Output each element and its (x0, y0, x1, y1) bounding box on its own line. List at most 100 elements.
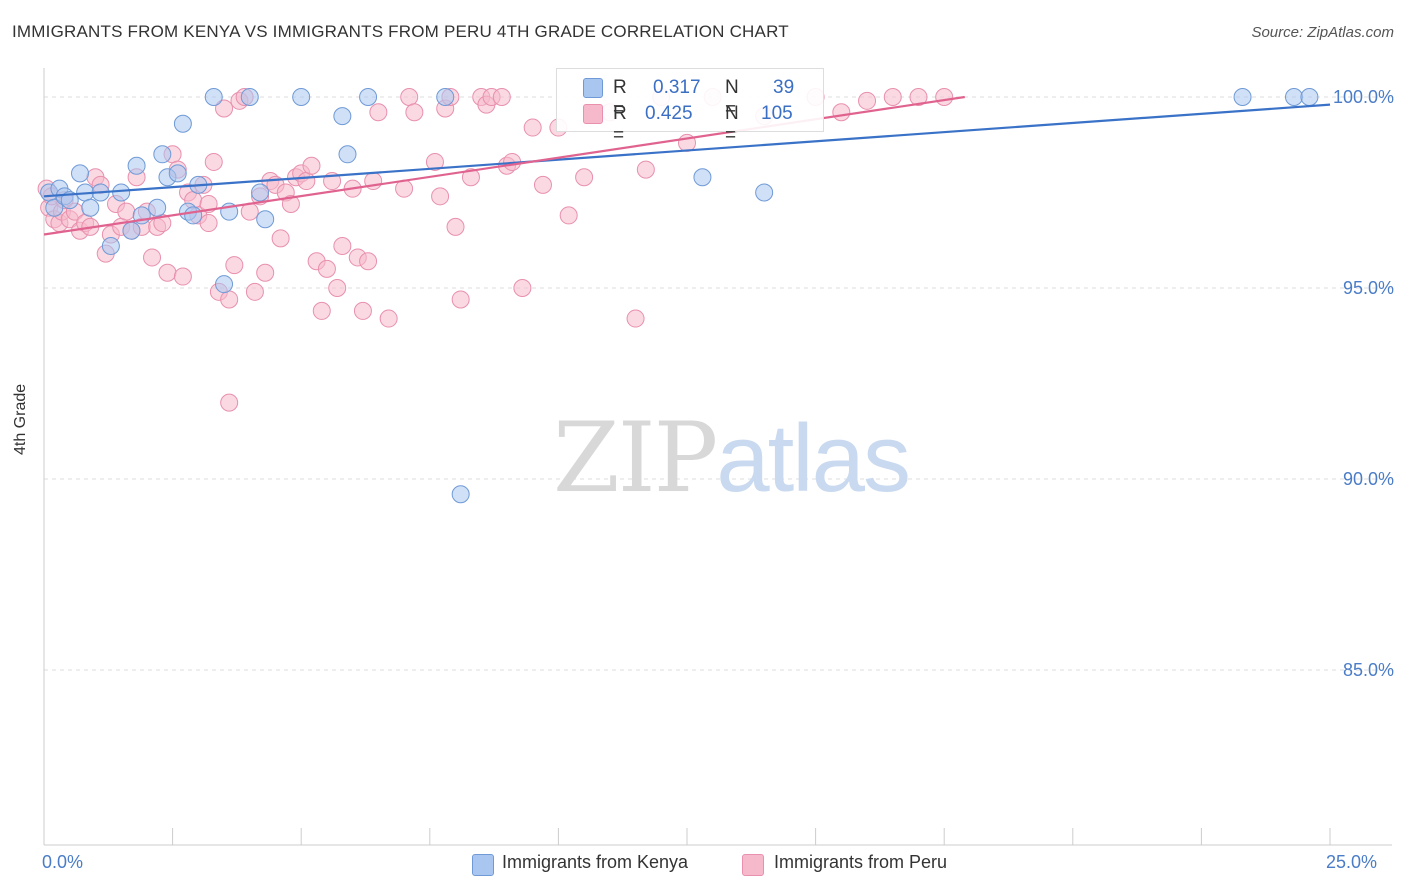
kenya-point-9 (101, 236, 120, 255)
kenya-point-10 (112, 183, 131, 202)
peru-r-value: 0.425 (645, 103, 693, 124)
y-axis-label: 4th Grade (12, 383, 29, 455)
peru-point-74 (431, 187, 450, 206)
peru-point-66 (359, 252, 378, 271)
kenya-point-36 (1233, 88, 1252, 106)
kenya-point-35 (755, 183, 774, 202)
peru-point-102 (883, 88, 902, 106)
kenya-point-18 (173, 114, 192, 133)
bottom-legend-peru-swatch (742, 854, 764, 876)
kenya-point-17 (168, 164, 187, 183)
kenya-point-22 (204, 88, 223, 106)
kenya-point-26 (256, 210, 275, 229)
kenya-point-30 (338, 145, 357, 164)
peru-point-90 (559, 206, 578, 225)
kenya-r-value: 0.317 (653, 77, 701, 98)
peru-point-104 (935, 88, 954, 106)
peru-point-55 (297, 172, 316, 191)
peru-point-103 (909, 88, 928, 106)
peru-n-value: 105 (761, 103, 793, 124)
kenya-point-5 (71, 164, 90, 183)
kenya-point-25 (240, 88, 259, 106)
peru-point-69 (379, 309, 398, 328)
y-tick-95: 95.0% (1342, 278, 1394, 298)
peru-point-93 (626, 309, 645, 328)
kenya-point-1 (45, 198, 64, 217)
peru-point-59 (317, 259, 336, 278)
kenya-point-12 (127, 156, 146, 175)
peru-point-62 (333, 236, 352, 255)
chart-title: IMMIGRANTS FROM KENYA VS IMMIGRANTS FROM… (12, 22, 789, 41)
watermark-atlas: atlas (716, 405, 911, 512)
peru-point-43 (220, 393, 239, 412)
kenya-n-label: N = (725, 77, 739, 120)
peru-point-77 (446, 217, 465, 236)
peru-point-23 (143, 248, 162, 267)
x-tick-max: 25.0% (1326, 852, 1378, 872)
kenya-point-34 (693, 168, 712, 187)
peru-point-72 (405, 103, 424, 122)
peru-swatch (583, 104, 603, 124)
kenya-point-37 (1284, 88, 1303, 106)
peru-point-40 (225, 256, 244, 275)
peru-point-35 (204, 152, 223, 171)
kenya-swatch (583, 78, 603, 98)
kenya-point-31 (359, 88, 378, 106)
peru-point-39 (220, 290, 239, 309)
peru-point-61 (328, 279, 347, 297)
y-tick-85: 85.0% (1342, 660, 1394, 680)
peru-point-68 (369, 103, 388, 122)
peru-point-50 (271, 229, 290, 248)
peru-n-label: N = (725, 103, 739, 146)
peru-point-52 (281, 194, 300, 213)
kenya-point-7 (81, 198, 100, 217)
peru-r-label: R = (613, 103, 627, 146)
peru-point-65 (353, 301, 372, 320)
source-label: Source: ZipAtlas.com (1251, 24, 1394, 41)
peru-point-101 (858, 91, 877, 110)
peru-point-47 (256, 263, 275, 282)
kenya-point-15 (153, 145, 172, 164)
y-tick-90: 90.0% (1342, 469, 1394, 489)
kenya-point-38 (1300, 88, 1319, 106)
kenya-point-23 (215, 275, 234, 294)
bottom-legend-kenya-swatch (472, 854, 494, 876)
peru-point-26 (158, 263, 177, 282)
kenya-point-14 (148, 198, 167, 217)
peru-point-94 (636, 160, 655, 179)
peru-point-83 (492, 88, 511, 106)
kenya-r-label: R = (613, 77, 627, 120)
bottom-legend-peru: Immigrants from Peru (774, 852, 948, 872)
peru-point-87 (523, 118, 542, 137)
peru-point-78 (451, 290, 470, 309)
kenya-point-28 (292, 88, 311, 106)
kenya-point-11 (122, 221, 141, 240)
peru-point-79 (461, 168, 480, 187)
peru-point-86 (513, 279, 532, 297)
peru-point-58 (312, 301, 331, 320)
peru-point-29 (173, 267, 192, 286)
kenya-n-value: 39 (773, 77, 795, 98)
peru-point-36 (199, 214, 218, 233)
peru-point-71 (400, 88, 419, 106)
peru-point-100 (832, 103, 851, 122)
kenya-point-32 (436, 88, 455, 106)
y-tick-100: 100.0% (1332, 87, 1394, 107)
kenya-point-29 (333, 107, 352, 126)
kenya-trend-line (43, 103, 1331, 198)
peru-point-18 (117, 202, 136, 221)
bottom-legend-kenya: Immigrants from Kenya (502, 852, 689, 872)
kenya-point-20 (184, 206, 203, 225)
peru-point-91 (575, 168, 594, 187)
kenya-point-27 (251, 183, 270, 202)
x-tick-min: 0.0% (42, 852, 84, 872)
peru-point-56 (302, 156, 321, 175)
peru-point-73 (425, 152, 444, 171)
watermark: ZIPatlas (553, 402, 911, 514)
peru-point-88 (533, 175, 552, 194)
watermark-zip: ZIP (553, 402, 718, 514)
stats-legend: R = 0.317 N = 39 R = 0.425 N = 105 (556, 68, 824, 146)
peru-point-38 (215, 99, 234, 118)
kenya-point-33 (451, 485, 470, 504)
